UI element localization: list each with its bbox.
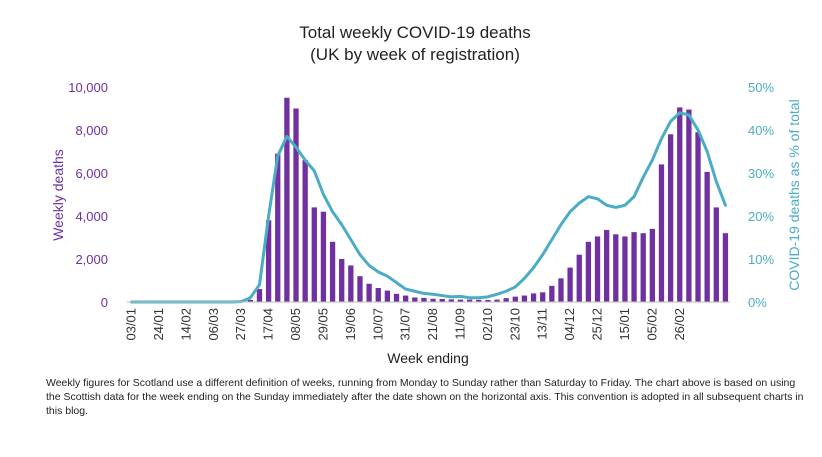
y-axis-title-right: COVID-19 deaths as % of total [786,99,802,290]
bar-46 [549,285,555,303]
y-tick-label-left: 8,000 [75,123,108,138]
x-tick-label: 02/10 [480,308,495,341]
bar-23 [339,259,345,302]
bar-49 [576,254,582,302]
bar-52 [604,229,610,302]
bar-55 [631,232,637,303]
bar-24 [348,265,354,302]
chart-title: Total weekly COVID-19 deaths [299,23,531,42]
x-tick-label: 26/02 [672,308,687,341]
bar-27 [375,288,381,302]
bar-37 [466,299,473,302]
bar-58 [658,164,665,302]
x-tick-label: 23/10 [507,308,522,341]
bar-40 [494,299,500,302]
bar-20 [311,207,317,302]
x-tick-label: 21/08 [425,308,440,341]
y-tick-label-left: 10,000 [68,80,108,95]
bar-45 [540,292,546,302]
x-tick-label: 14/02 [178,308,193,341]
bar-13 [247,299,253,302]
x-tick-label: 05/02 [644,308,659,341]
x-tick-label: 11/09 [452,308,467,340]
bar-59 [667,134,674,302]
bar-62 [695,132,701,302]
chart-subtitle: (UK by week of registration) [310,45,520,64]
x-tick-label: 29/05 [315,308,330,341]
x-tick-label: 06/03 [206,308,221,341]
x-tick-label: 10/07 [370,308,385,341]
bar-29 [393,293,400,302]
bar-57 [649,228,655,302]
bar-39 [485,299,491,302]
x-tick-label: 08/05 [288,308,303,341]
bar-54 [622,236,628,302]
y-tick-label-left: 6,000 [75,166,108,181]
footnote: Weekly figures for Scotland use a differ… [46,377,804,417]
bar-25 [357,276,363,302]
bar-19 [302,160,308,302]
y-tick-label-right: 30% [748,166,774,181]
y-axis-title-left: Weekly deaths [50,149,66,241]
bar-series [238,97,729,303]
y-tick-label-right: 50% [748,80,774,95]
bar-32 [421,297,427,302]
bar-48 [567,267,573,302]
bar-50 [585,241,592,302]
y-tick-label-left: 0 [101,295,108,310]
x-tick-label: 27/03 [233,308,248,341]
bar-26 [366,283,372,302]
x-tick-label: 25/12 [590,308,605,341]
bar-56 [640,233,646,302]
bar-53 [613,234,619,302]
bar-18 [293,108,299,302]
bar-51 [594,236,601,302]
bar-42 [512,296,518,303]
x-tick-label: 19/06 [343,308,358,341]
bar-60 [677,107,683,302]
y-tick-label-right: 40% [748,123,774,138]
chart: Total weekly COVID-19 deaths (UK by week… [50,23,802,366]
x-tick-label: 04/12 [562,308,577,341]
bar-36 [457,299,464,302]
x-tick-label: 15/01 [617,308,632,341]
bar-14 [256,289,263,302]
bar-65 [722,233,729,302]
y-tick-label-left: 2,000 [75,252,108,267]
bar-34 [439,298,445,302]
bar-21 [320,211,327,302]
y-tick-label-right: 10% [748,252,774,267]
x-tick-label: 17/04 [261,308,276,341]
bar-61 [686,109,692,302]
bar-16 [275,153,281,302]
x-tick-label: 24/01 [151,308,166,341]
bar-30 [403,295,409,302]
bar-63 [704,171,710,302]
y-tick-label-right: 20% [748,209,774,224]
bar-17 [284,97,290,302]
x-tick-label: 13/11 [535,308,550,340]
bar-15 [265,220,272,302]
bar-35 [448,299,454,302]
bar-64 [713,207,719,302]
bar-22 [329,241,336,302]
bar-38 [476,299,482,302]
bar-31 [412,297,418,302]
bar-33 [430,298,436,302]
x-axis-title: Week ending [387,350,468,366]
bar-41 [503,298,509,302]
bar-47 [558,278,564,302]
bar-28 [384,290,391,302]
y-tick-label-right: 0% [748,295,767,310]
axes: 03/01 24/01 14/02 06/03 27/03 17/04 08/05 29/05… [68,80,774,341]
bar-44 [530,293,537,302]
bar-43 [521,295,528,302]
x-tick-label: 03/01 [124,308,139,341]
y-tick-label-left: 4,000 [75,209,108,224]
x-tick-label: 31/07 [398,308,413,341]
